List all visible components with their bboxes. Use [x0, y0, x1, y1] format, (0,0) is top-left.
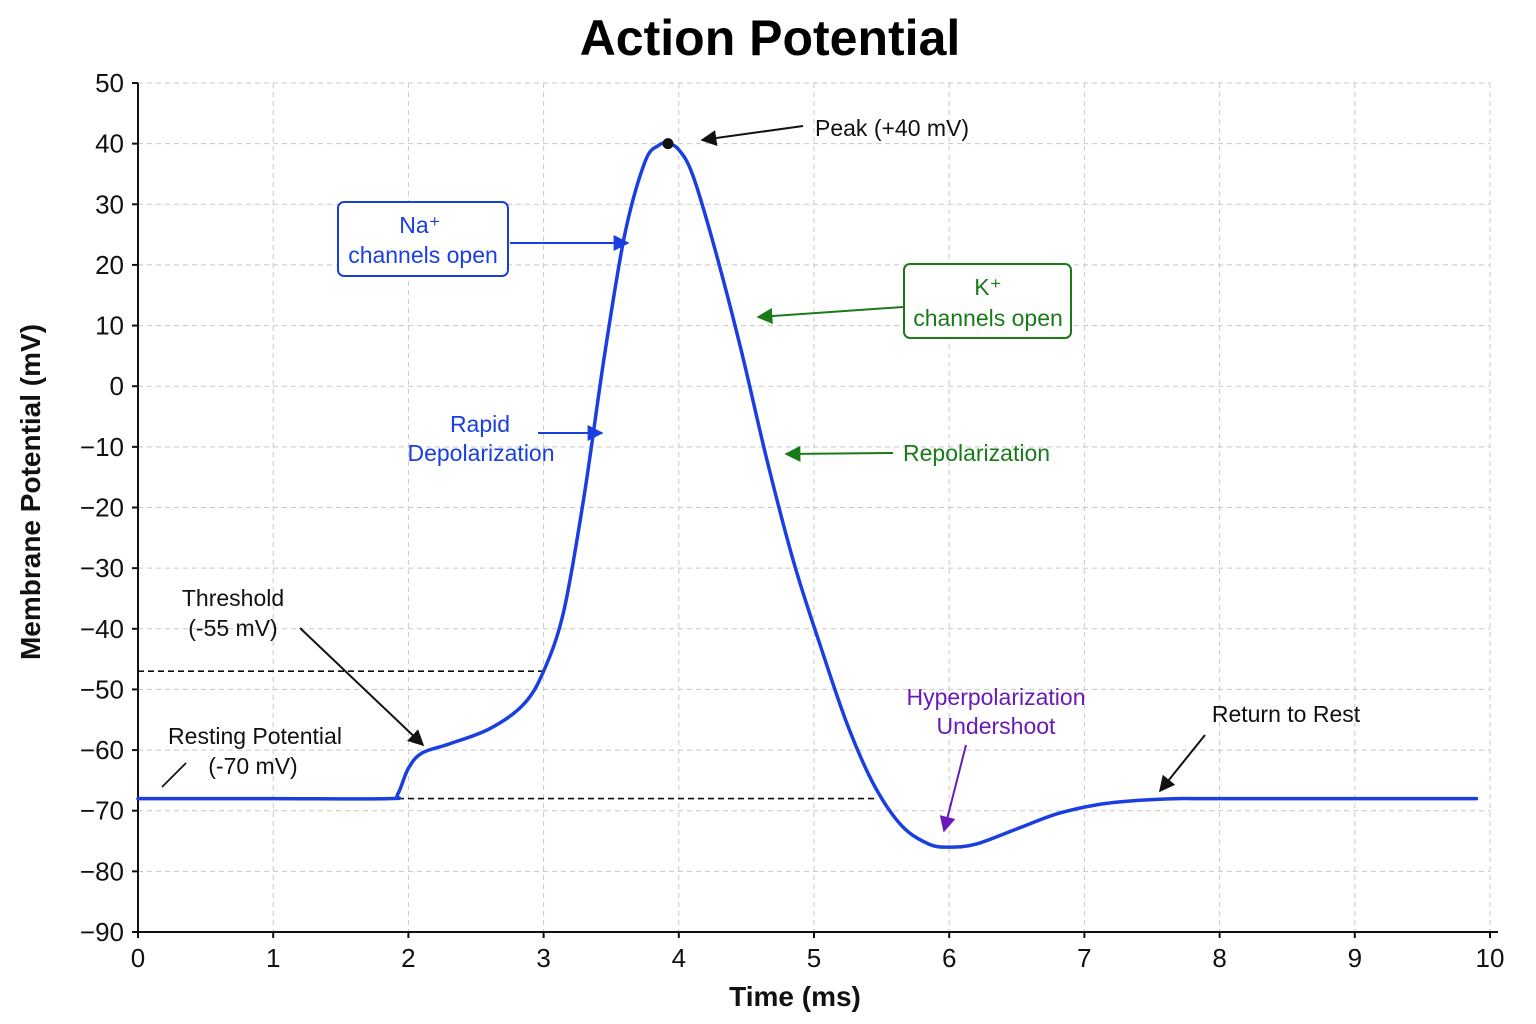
hyper-label-line1: Hyperpolarization: [907, 684, 1086, 710]
y-tick-label: −60: [80, 735, 124, 765]
k-label-line1: K⁺: [974, 274, 1001, 300]
y-tick-label: 10: [95, 311, 124, 341]
y-axis-title: Membrane Potential (mV): [15, 324, 46, 660]
threshold-arrow: [299, 627, 425, 747]
y-tick-label: −20: [80, 493, 124, 523]
return-rest-arrow: [1158, 734, 1206, 793]
annotation-threshold: Threshold (-55 mV): [182, 585, 425, 747]
y-tick-labels: 50 40 30 20 10 0 −10 −20 −30 −40 −50 −60 −70 −80 −90: [80, 68, 138, 947]
k-label-line2: channels open: [913, 305, 1063, 331]
x-tick-label: 2: [401, 943, 415, 973]
resting-pointer: [161, 762, 187, 788]
na-label-line2: channels open: [348, 242, 498, 268]
annotation-return-to-rest: Return to Rest: [1158, 701, 1361, 793]
y-tick-label: −80: [80, 856, 124, 886]
hyper-arrow: [939, 744, 967, 833]
peak-label: Peak (+40 mV): [815, 115, 969, 141]
chart-title: Action Potential: [580, 10, 961, 66]
x-tick-label: 5: [807, 943, 821, 973]
annotation-hyperpolarization: Hyperpolarization Undershoot: [907, 684, 1086, 833]
annotation-repolarization: Repolarization: [784, 440, 1050, 466]
annotation-peak: Peak (+40 mV): [700, 115, 969, 146]
peak-marker: [662, 138, 674, 150]
x-tick-label: 7: [1077, 943, 1091, 973]
y-tick-label: 40: [95, 129, 124, 159]
depol-label-line2: Depolarization: [407, 440, 554, 466]
x-axis-title: Time (ms): [729, 981, 861, 1012]
x-tick-label: 6: [942, 943, 956, 973]
x-tick-label: 10: [1476, 943, 1505, 973]
x-tick-label: 9: [1348, 943, 1362, 973]
depol-label-line1: Rapid: [450, 411, 510, 437]
annotation-resting: Resting Potential (-70 mV): [161, 723, 342, 788]
x-tick-labels: 0 1 2 3 4 5 6 7 8 9 10: [131, 932, 1505, 973]
membrane-potential-line: [136, 141, 1479, 849]
repol-arrow: [784, 445, 894, 462]
y-tick-label: −40: [80, 614, 124, 644]
y-tick-label: 30: [95, 189, 124, 219]
repol-label: Repolarization: [903, 440, 1050, 466]
y-tick-label: −90: [80, 917, 124, 947]
x-tick-label: 4: [672, 943, 686, 973]
y-tick-label: −50: [80, 674, 124, 704]
y-tick-label: 20: [95, 250, 124, 280]
y-tick-label: 0: [110, 371, 124, 401]
annotation-k-channels: K⁺ channels open: [756, 263, 1072, 339]
na-label-line1: Na⁺: [399, 212, 441, 238]
y-tick-label: −30: [80, 553, 124, 583]
annotation-rapid-depolarization: Rapid Depolarization: [407, 411, 604, 466]
y-tick-label: −10: [80, 432, 124, 462]
x-tick-label: 0: [131, 943, 145, 973]
x-tick-label: 1: [266, 943, 280, 973]
na-box: [337, 201, 509, 277]
k-box: [903, 263, 1072, 339]
y-tick-label: −70: [80, 796, 124, 826]
threshold-label-line2: (-55 mV): [188, 615, 277, 641]
resting-label-line1: Resting Potential: [168, 723, 342, 749]
peak-arrow: [700, 125, 804, 146]
y-tick-label: 50: [95, 68, 124, 98]
k-arrow: [756, 306, 904, 324]
resting-label-line2: (-70 mV): [208, 753, 297, 779]
hyper-label-line2: Undershoot: [937, 713, 1057, 739]
x-tick-label: 3: [536, 943, 550, 973]
return-rest-label: Return to Rest: [1212, 701, 1361, 727]
x-tick-label: 8: [1212, 943, 1226, 973]
threshold-label-line1: Threshold: [182, 585, 284, 611]
annotation-na-channels: Na⁺ channels open: [337, 201, 630, 277]
